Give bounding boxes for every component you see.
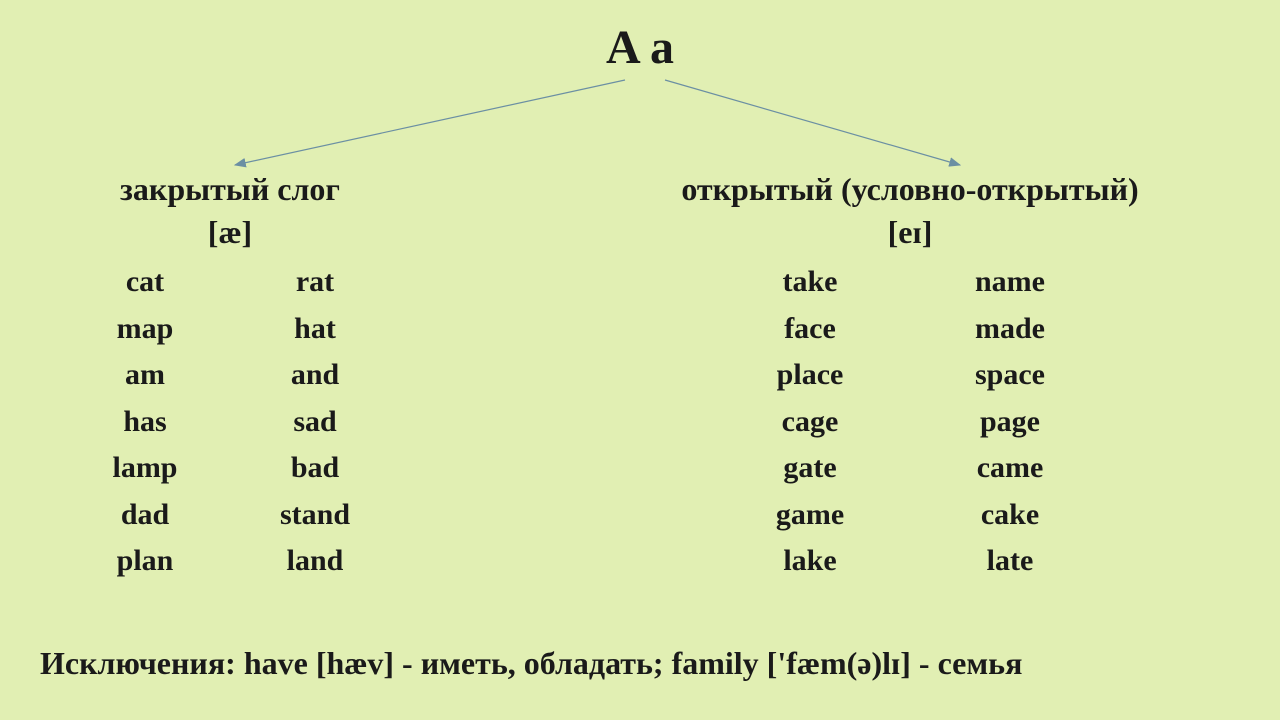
word: am bbox=[60, 352, 230, 399]
word: cake bbox=[910, 492, 1110, 539]
word: land bbox=[230, 538, 400, 585]
open-heading: открытый (условно-открытый) bbox=[580, 170, 1240, 208]
arrow-left bbox=[235, 80, 625, 165]
exceptions-line: Исключения: have [hæv] - иметь, обладать… bbox=[40, 645, 1240, 682]
word: came bbox=[910, 445, 1110, 492]
word: name bbox=[910, 259, 1110, 306]
word: dad bbox=[60, 492, 230, 539]
open-words: take face place cage gate game lake name… bbox=[580, 259, 1240, 585]
word: space bbox=[910, 352, 1110, 399]
word: late bbox=[910, 538, 1110, 585]
word: map bbox=[60, 306, 230, 353]
word: made bbox=[910, 306, 1110, 353]
open-words-col-b: name made space page came cake late bbox=[910, 259, 1110, 585]
word: lamp bbox=[60, 445, 230, 492]
title: A a bbox=[0, 20, 1280, 75]
word: face bbox=[710, 306, 910, 353]
word: and bbox=[230, 352, 400, 399]
open-syllable-column: открытый (условно-открытый) [eɪ] take fa… bbox=[580, 170, 1240, 585]
word: gate bbox=[710, 445, 910, 492]
word: page bbox=[910, 399, 1110, 446]
word: lake bbox=[710, 538, 910, 585]
closed-words-col-a: cat map am has lamp dad plan bbox=[60, 259, 230, 585]
word: take bbox=[710, 259, 910, 306]
word: has bbox=[60, 399, 230, 446]
closed-syllable-column: закрытый слог [æ] cat map am has lamp da… bbox=[0, 170, 460, 585]
open-phoneme: [eɪ] bbox=[580, 214, 1240, 251]
word: rat bbox=[230, 259, 400, 306]
slide-root: A a закрытый слог [æ] cat map am has lam… bbox=[0, 0, 1280, 720]
closed-heading: закрытый слог bbox=[0, 170, 460, 208]
closed-words-col-b: rat hat and sad bad stand land bbox=[230, 259, 400, 585]
word: place bbox=[710, 352, 910, 399]
arrow-right bbox=[665, 80, 960, 165]
open-words-col-a: take face place cage gate game lake bbox=[710, 259, 910, 585]
closed-words: cat map am has lamp dad plan rat hat and… bbox=[0, 259, 460, 585]
columns: закрытый слог [æ] cat map am has lamp da… bbox=[0, 170, 1280, 585]
word: cage bbox=[710, 399, 910, 446]
word: plan bbox=[60, 538, 230, 585]
word: cat bbox=[60, 259, 230, 306]
word: game bbox=[710, 492, 910, 539]
word: hat bbox=[230, 306, 400, 353]
word: bad bbox=[230, 445, 400, 492]
word: sad bbox=[230, 399, 400, 446]
closed-phoneme: [æ] bbox=[0, 214, 460, 251]
branch-arrows bbox=[0, 70, 1280, 180]
word: stand bbox=[230, 492, 400, 539]
